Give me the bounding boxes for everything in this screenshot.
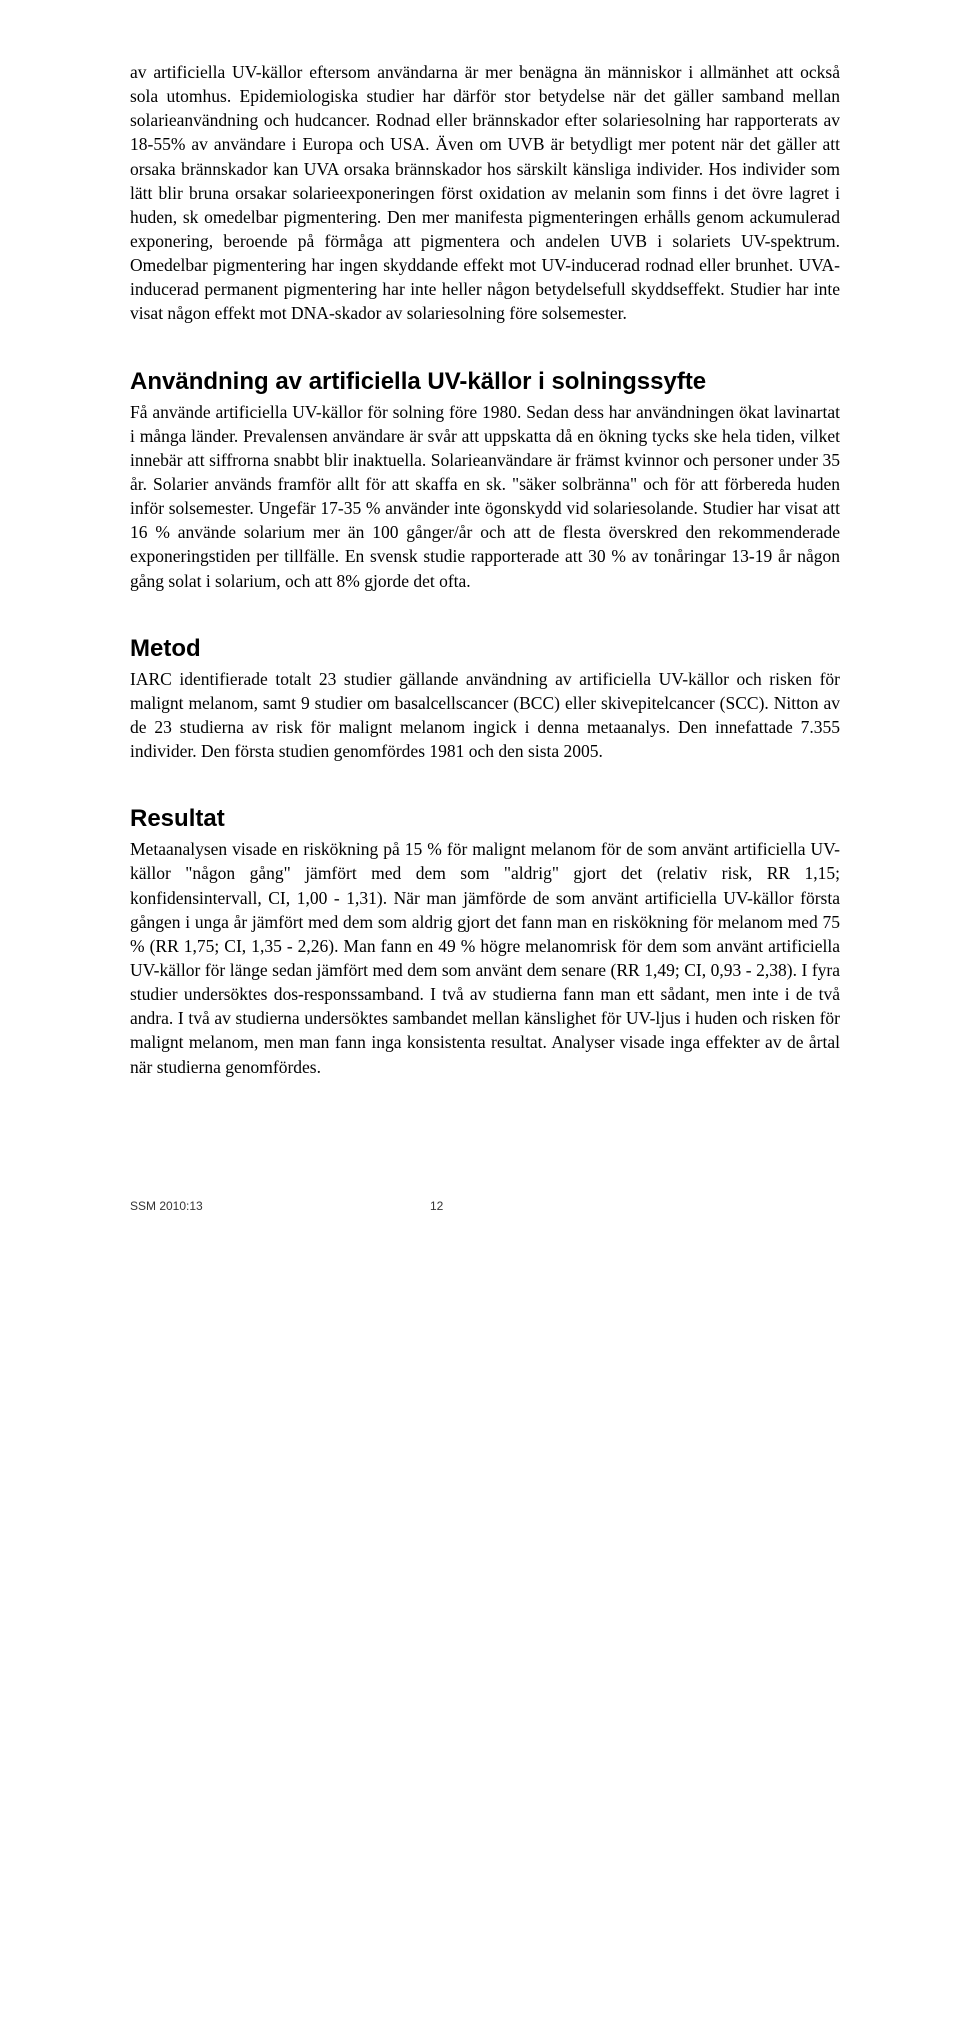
result-section: Resultat Metaanalysen visade en riskökni…: [130, 805, 840, 1078]
method-section: Metod IARC identifierade totalt 23 studi…: [130, 635, 840, 764]
method-paragraph: IARC identifierade totalt 23 studier gäl…: [130, 667, 840, 764]
document-id: SSM 2010:13: [130, 1199, 203, 1213]
method-heading: Metod: [130, 635, 840, 663]
intro-section: av artificiella UV-källor eftersom använ…: [130, 60, 840, 326]
page-footer: SSM 2010:13 12: [130, 1199, 840, 1213]
usage-paragraph: Få använde artificiella UV-källor för so…: [130, 400, 840, 593]
usage-heading: Användning av artificiella UV-källor i s…: [130, 368, 840, 396]
page-number: 12: [430, 1199, 443, 1213]
usage-section: Användning av artificiella UV-källor i s…: [130, 368, 840, 593]
result-heading: Resultat: [130, 805, 840, 833]
result-paragraph: Metaanalysen visade en riskökning på 15 …: [130, 837, 840, 1078]
intro-paragraph: av artificiella UV-källor eftersom använ…: [130, 60, 840, 326]
